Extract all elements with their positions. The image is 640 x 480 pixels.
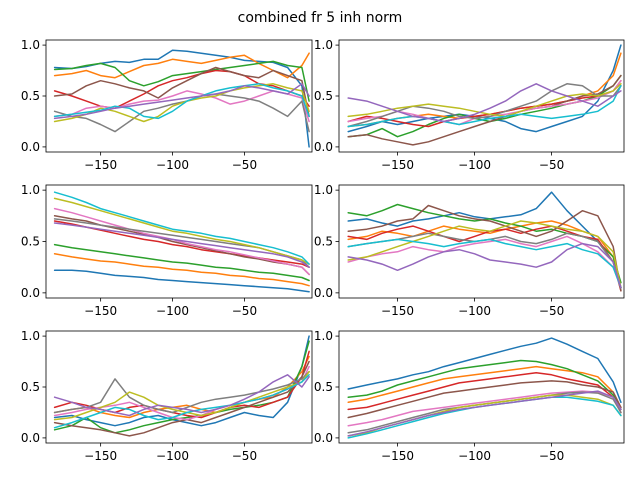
y-tick-label: 0.0 (314, 431, 333, 445)
series-line-5 (347, 204, 622, 292)
x-tick-label: −50 (232, 304, 257, 318)
x-tick-label: −50 (539, 158, 564, 172)
y-tick-label: 0.0 (21, 286, 40, 300)
y-tick-label: 0.0 (314, 286, 333, 300)
series-line-10 (53, 83, 310, 120)
series-line-3 (53, 60, 310, 102)
y-tick-label: 1.0 (314, 329, 333, 343)
plot-area (53, 191, 310, 293)
subplot-middle-right: −150 −100 −50 0.0 0.5 1.0 (314, 183, 625, 318)
x-tick-label: −150 (84, 449, 117, 463)
x-tick-label: −50 (232, 449, 257, 463)
y-tick-label: 1.0 (314, 183, 333, 197)
series-line-9 (53, 191, 310, 265)
x-tick-label: −150 (381, 304, 414, 318)
subplot-bottom-right: −150 −100 −50 0.0 0.5 1.0 (314, 329, 625, 463)
subplot-middle-left: −150 −100 −50 0.0 0.5 1.0 (21, 183, 313, 318)
series-line-8 (347, 83, 622, 118)
x-tick-label: −100 (458, 449, 491, 463)
x-tick-label: −150 (381, 158, 414, 172)
series-line-10 (347, 83, 622, 123)
y-tick-label: 0.0 (314, 140, 333, 154)
x-tick-label: −100 (156, 449, 189, 463)
x-tick-label: −150 (84, 304, 117, 318)
x-tick-label: −100 (156, 304, 189, 318)
y-tick-label: 0.5 (314, 380, 333, 394)
series-line-5 (53, 66, 310, 118)
series-line-8 (53, 197, 310, 265)
subplot-grid: −150 −100 −50 0.0 0.5 1.0 −150 −100 −50 0.0 0.5 1.0… (21, 38, 625, 463)
series-line-6 (53, 207, 310, 276)
series-line-9 (347, 238, 622, 289)
series-line-10 (53, 222, 310, 268)
series-line-4 (53, 220, 310, 268)
y-tick-label: 1.0 (314, 38, 333, 52)
series-line-1 (347, 337, 622, 404)
y-tick-label: 0.5 (21, 235, 40, 249)
series-line-10 (347, 390, 622, 437)
x-tick-label: −50 (539, 449, 564, 463)
series-line-5 (347, 380, 622, 419)
y-tick-label: 0.0 (21, 431, 40, 445)
series-line-8 (347, 220, 622, 289)
y-tick-label: 0.0 (21, 140, 40, 154)
series-line-6 (347, 390, 622, 427)
y-tick-label: 1.0 (21, 329, 40, 343)
series-line-5 (347, 74, 622, 146)
y-tick-label: 0.5 (314, 89, 333, 103)
x-tick-label: −100 (458, 304, 491, 318)
figure-title: combined fr 5 inh norm (238, 10, 403, 26)
series-line-3 (347, 359, 622, 411)
series-line-7 (53, 370, 310, 414)
y-tick-label: 0.5 (21, 380, 40, 394)
subplot-top-left: −150 −100 −50 0.0 0.5 1.0 (21, 38, 313, 172)
series-line-4 (347, 371, 622, 414)
plot-area (347, 191, 622, 292)
x-tick-label: −150 (381, 449, 414, 463)
subplot-bottom-left: −150 −100 −50 0.0 0.5 1.0 (21, 329, 313, 463)
series-line-9 (347, 85, 622, 128)
subplot-top-right: −150 −100 −50 0.0 0.5 1.0 (314, 38, 625, 172)
series-line-10 (53, 374, 310, 417)
series-line-2 (347, 365, 622, 409)
series-line-9 (53, 83, 310, 120)
y-tick-label: 0.5 (21, 89, 40, 103)
series-line-9 (53, 374, 310, 429)
x-tick-label: −100 (156, 158, 189, 172)
plot-area (347, 44, 622, 146)
x-tick-label: −50 (232, 158, 257, 172)
y-tick-label: 1.0 (21, 183, 40, 197)
series-line-3 (53, 243, 310, 282)
series-line-10 (347, 242, 622, 289)
x-tick-label: −100 (458, 158, 491, 172)
plot-area (347, 337, 622, 439)
y-tick-label: 0.5 (314, 235, 333, 249)
x-tick-label: −150 (84, 158, 117, 172)
x-tick-label: −50 (539, 304, 564, 318)
series-line-1 (53, 269, 310, 293)
series-line-1 (53, 335, 310, 427)
series-line-2 (53, 253, 310, 287)
plot-area (53, 335, 310, 437)
y-tick-label: 1.0 (21, 38, 40, 52)
plot-area (53, 49, 310, 148)
